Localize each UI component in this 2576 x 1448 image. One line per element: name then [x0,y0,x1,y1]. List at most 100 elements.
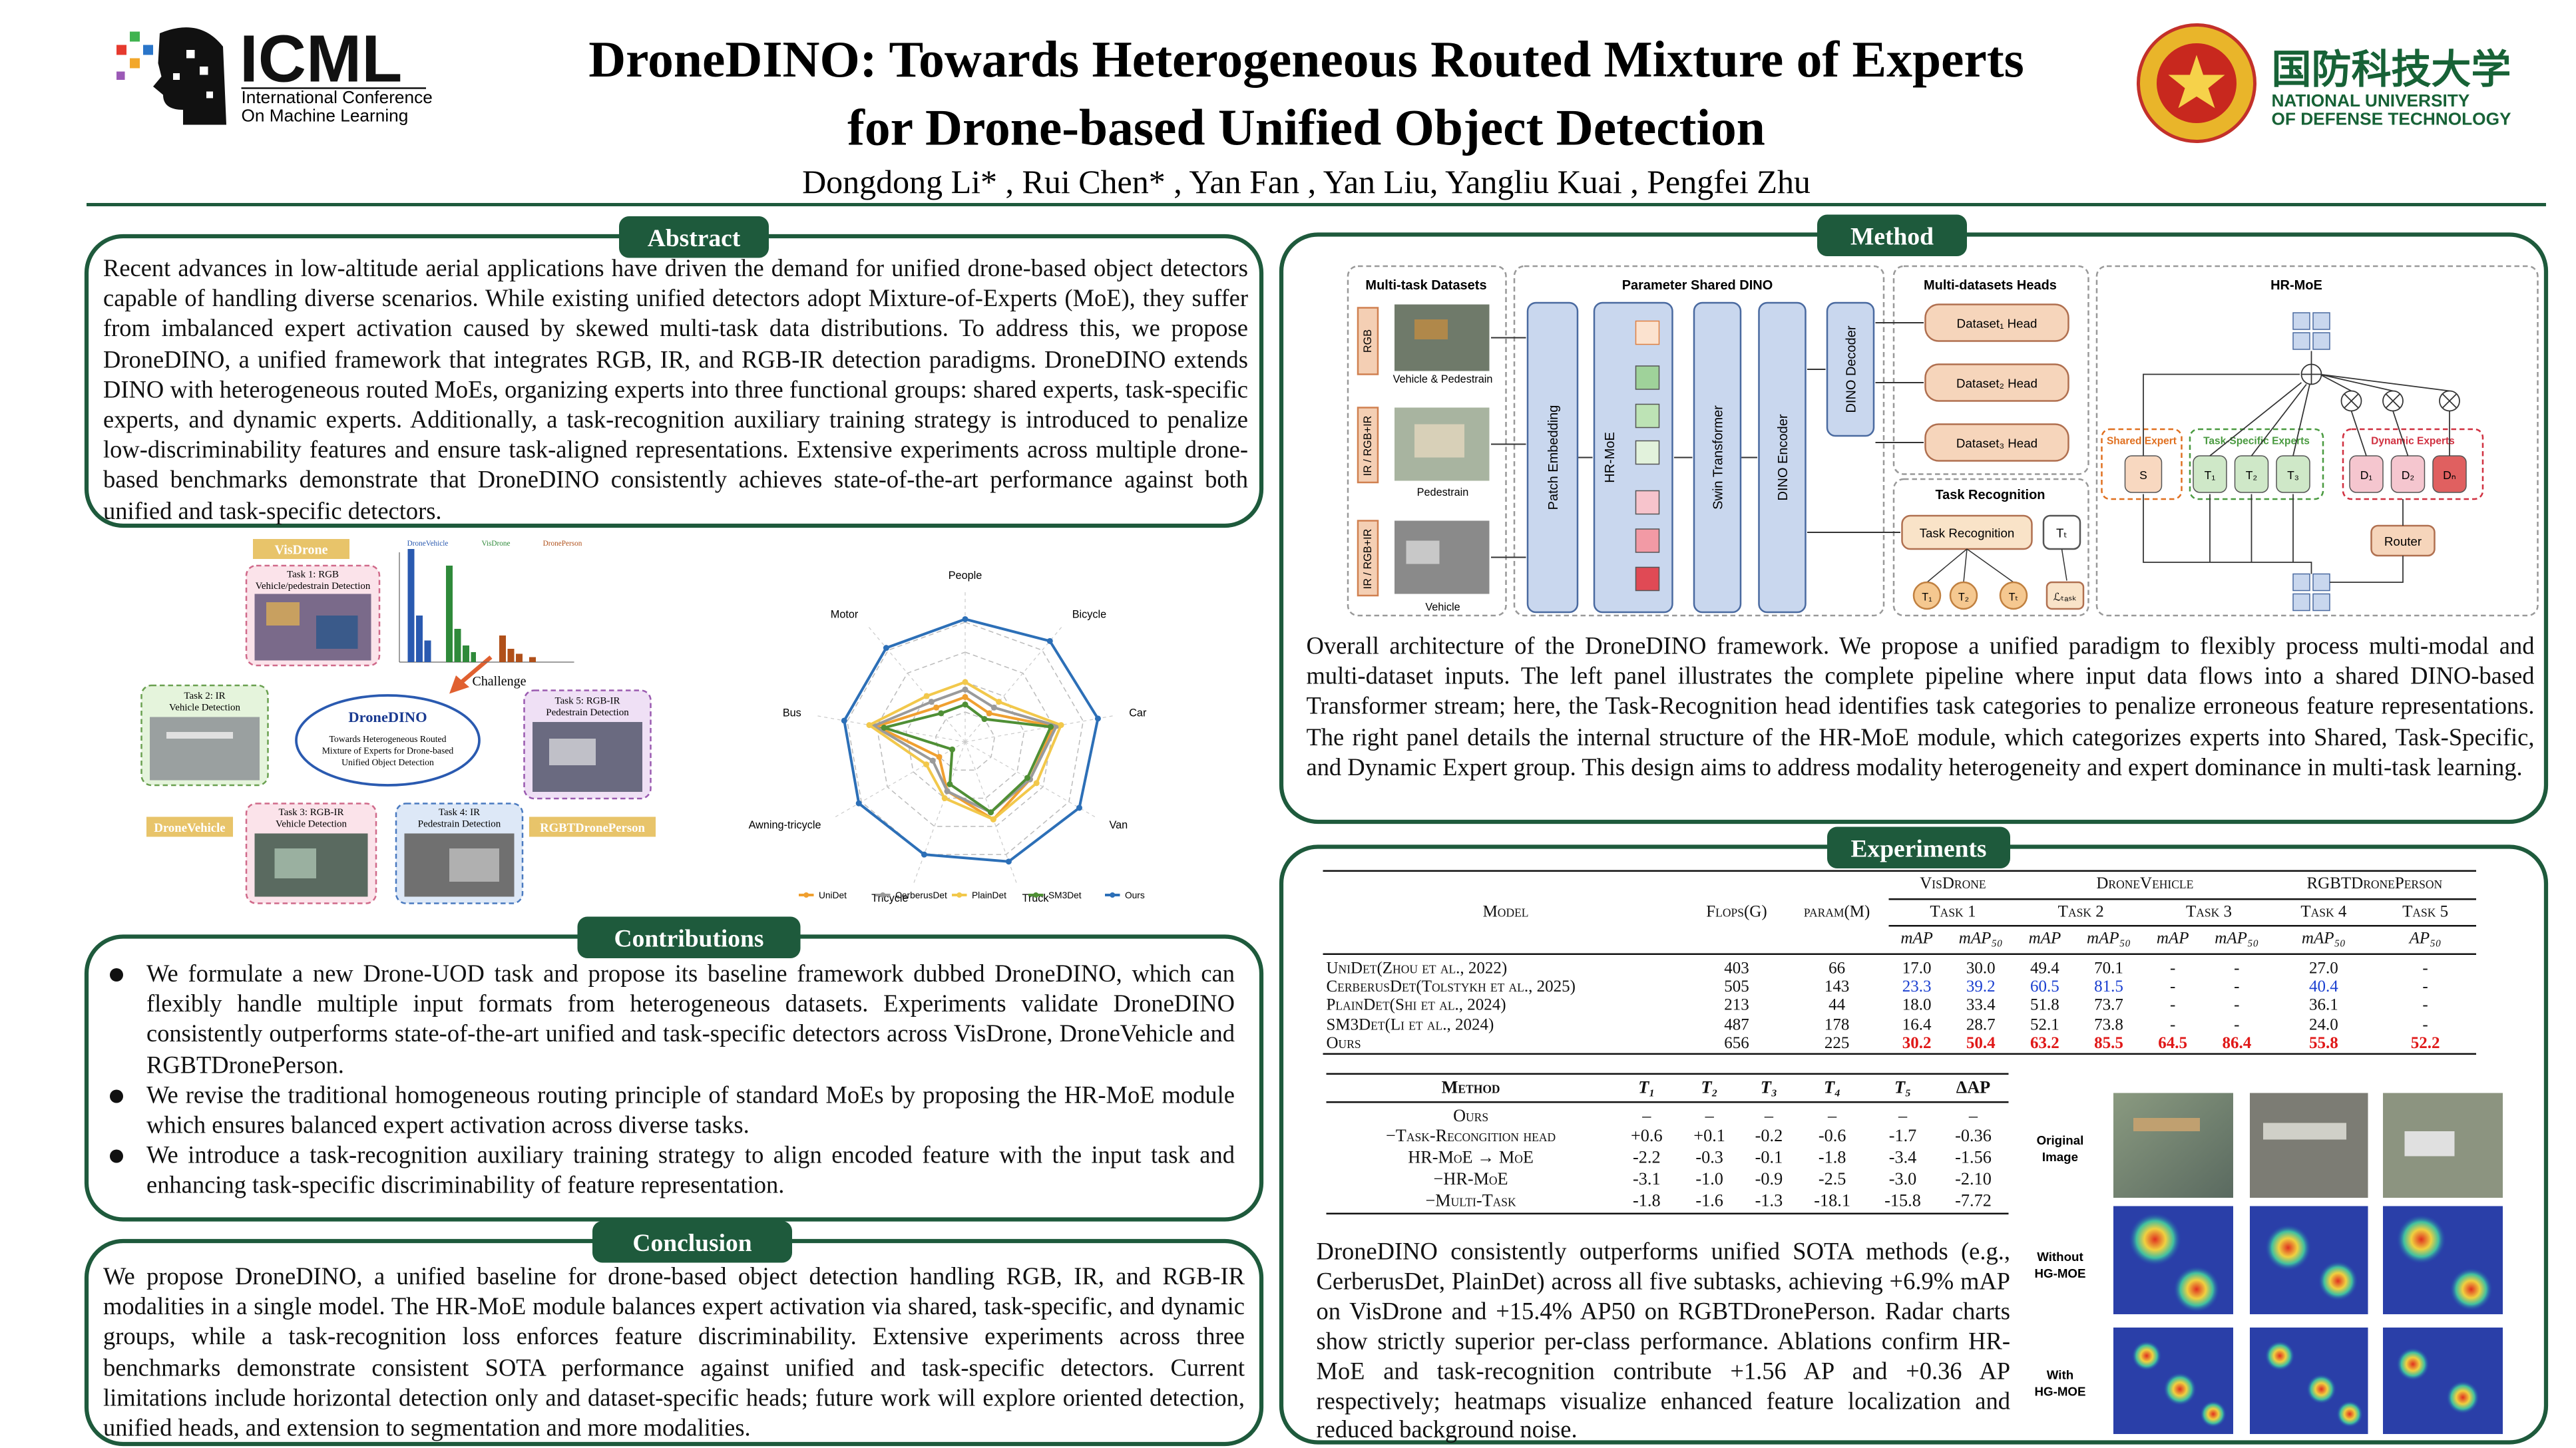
rect-shape [1758,301,1807,614]
column-header: T₁ [1615,1073,1678,1103]
rect-shape [2312,332,2330,350]
circle-shape [2396,1347,2430,1381]
rect-shape [130,31,140,42]
rect-shape [2262,1123,2346,1140]
table-cell: -0.3 [1695,1149,1723,1169]
axis-label: Bicycle [1072,608,1106,620]
rect-shape [143,45,154,55]
series-line [867,680,1063,821]
column-header: ΔAP [1938,1073,2009,1103]
icml-logo: ICML International Conference On Machine… [116,21,433,125]
point [1058,722,1064,729]
rect-shape [206,91,214,98]
g-shape [1635,320,1660,592]
column-header: Method [1326,1073,1615,1103]
table-cell: -2.5 [1818,1171,1846,1190]
table-cell: -18.1 [1814,1192,1850,1211]
expert: T₃ [2287,468,2299,482]
rect-shape [416,615,423,662]
rect-shape [1826,301,1875,437]
axis-label: Bus [783,707,801,719]
g-shape [1347,265,2539,617]
experiments-text: DroneDINO consistently outperforms unifi… [1316,1239,2011,1445]
dataset-tag: VisDrone [275,542,328,557]
rect-shape [592,1220,793,1263]
table-cell: -2.10 [1955,1171,1992,1190]
table-cell: -0.36 [1955,1128,1992,1147]
rect-shape [507,648,515,662]
series-line [879,703,1053,814]
rect-shape [1635,403,1660,429]
rect-shape [1526,301,1579,614]
title: DroneDINO: Towards Heterogeneous Routed … [588,31,2024,88]
challenge-label: Challenge [472,674,526,689]
table-cell: -1.3 [1755,1192,1783,1211]
point [1005,858,1012,865]
table-cell: -0.9 [1755,1171,1783,1190]
grid-spoke [835,741,966,818]
dataset-tag: RGBTDronePerson [540,821,645,835]
expert: D₂ [2402,468,2414,482]
rect-shape [2249,1093,2368,1198]
point [947,781,953,787]
circle-shape [2318,1260,2358,1301]
task-header: Task 4 [2272,898,2375,927]
title: for Drone-based Unified Object Detection [847,98,1765,156]
table-row: −HR-MoE -3.1 -1.0 -0.9 -2.5 -3.0 -2.10 [1327,1170,2009,1192]
legend-label: SM3Det [1048,890,1082,900]
rect-shape [1924,423,2069,462]
table-cell: −Multi-Task [1425,1192,1516,1211]
rect-shape [2101,428,2183,500]
task-token: Tₜ [2056,526,2067,540]
rect-shape [1414,319,1448,339]
grid-ring [935,711,996,771]
point [841,717,847,724]
grid-spoke [868,627,966,743]
path-shape [2344,393,2359,409]
table-cell: 81.5 [2094,978,2123,996]
task-label: Pedestrain Detection [418,818,501,829]
university-cn: 国防科技大学 [2271,47,2511,92]
heatmap-label: Original [2037,1133,2084,1147]
heatmap-label: Without [2037,1250,2083,1264]
table-cell: 36.1 [2309,997,2338,1015]
table-cell: 178 [1824,1016,1850,1035]
legend-label: CerberusDet [895,890,947,900]
rect-shape [116,45,127,55]
table-cell: 51.8 [2030,997,2059,1015]
contribution-item: We formulate a new Drone-UOD task and pr… [103,960,1235,1081]
column-header: T₄ [1797,1073,1868,1103]
point [923,761,930,768]
expert: S [2139,468,2147,482]
table-cell: 16.4 [1902,1016,1932,1035]
dataset-tag: DroneVehicle [154,821,225,835]
metric-header: mAP₅₀ [2272,926,2375,954]
circle-shape [2128,1212,2182,1266]
rect-shape [2133,1117,2200,1131]
task-recognition-box: Task Recognition [1920,526,2015,540]
table-cell: – [1764,1108,1774,1127]
circle-shape [2199,1400,2227,1427]
rect-shape [529,657,537,662]
task-label: Pedestrain Detection [546,707,629,718]
rect-shape [253,538,350,559]
point [923,693,930,699]
rect-shape [449,848,500,882]
table-row: SM3Det(Li et al., 2024) 487 178 16.4 28.7 52.… [1323,1016,2477,1035]
table-cell: 213 [1724,997,1749,1015]
modality-label: IR / RGB+IR [1362,529,1374,590]
method-diagram: Multi-task Datasets Parameter Shared DIN… [1347,265,2539,617]
legend-marker [1033,892,1039,898]
table-row: HR-MoE → MoE -2.2 -0.3 -0.1 -1.8 -3.4 -1.56 [1327,1148,2009,1170]
legend-marker [1110,892,1116,898]
modality-label: IR / RGB+IR [1362,416,1374,476]
table-cell: 30.0 [1966,959,1996,978]
header-row: Model Flops(G) param(M) VisDrone DroneVehicl… [1323,870,2476,954]
table-cell: - [2422,978,2428,996]
rect-shape [1924,363,2069,402]
module-label: DINO Decoder [1844,325,1858,413]
expert-group: Shared Expert [2107,435,2177,447]
overview-figure: VisDrone DroneVehicle RGBTDronePerson Ta… [140,538,656,904]
g-shape [2292,312,2330,612]
task-output: T₁ [1922,591,1932,603]
